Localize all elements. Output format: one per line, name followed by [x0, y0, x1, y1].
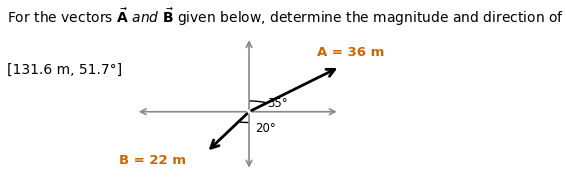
Text: 20°: 20° — [255, 122, 276, 135]
Text: For the vectors $\mathbf{\vec{A}}$ $\mathit{and}$ $\mathbf{\vec{B}}$ given below: For the vectors $\mathbf{\vec{A}}$ $\mat… — [7, 6, 566, 27]
Text: [131.6 m, 51.7°]: [131.6 m, 51.7°] — [7, 63, 122, 77]
Text: A = 36 m: A = 36 m — [318, 46, 385, 59]
Text: 35°: 35° — [267, 97, 288, 110]
Text: B = 22 m: B = 22 m — [119, 154, 186, 167]
